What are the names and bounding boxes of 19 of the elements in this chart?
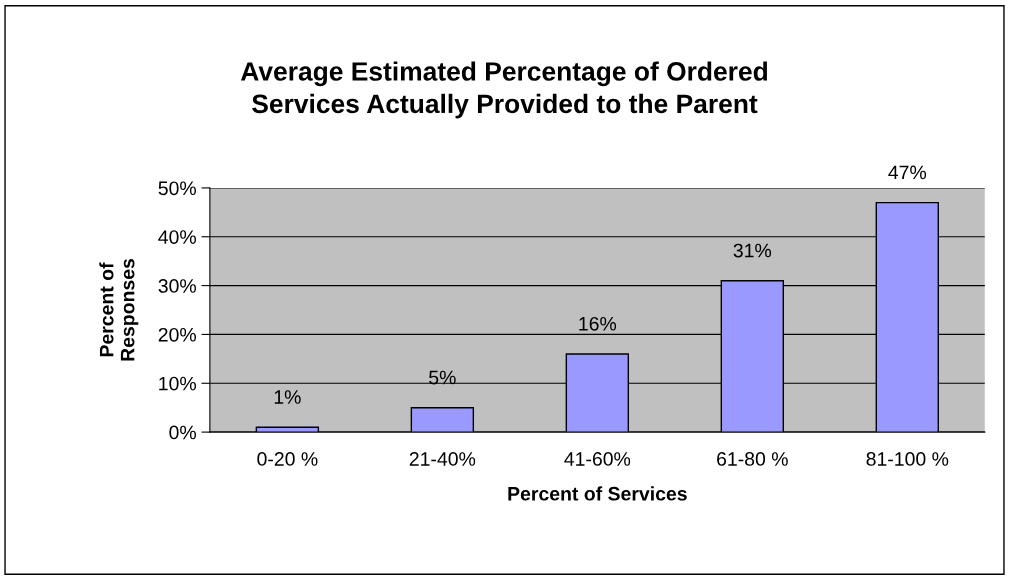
data-label: 31% — [733, 243, 772, 258]
x-axis-title: Percent of Services — [508, 486, 687, 501]
y-tick-label: 40% — [158, 230, 196, 244]
y-tick-label: 30% — [158, 279, 196, 293]
data-label: 1% — [274, 390, 301, 404]
x-tick-label: 81-100 % — [866, 452, 949, 466]
y-tick-label: 0% — [169, 425, 196, 440]
chart-title: Average Estimated Percentage of Ordered Services Actually Provided to the Parent — [240, 61, 767, 119]
x-tick-label: 61-80 % — [717, 452, 788, 466]
x-tick-label: 21-40% — [409, 452, 476, 466]
y-tick-label: 20% — [158, 327, 196, 342]
data-label: 5% — [429, 370, 456, 385]
data-label: 47% — [888, 165, 927, 180]
y-axis-title: Percent of Responses — [99, 258, 139, 361]
y-tick-label: 50% — [158, 181, 196, 196]
x-tick-label: 41-60% — [564, 452, 631, 466]
data-label: 16% — [579, 316, 617, 331]
y-tick-label: 10% — [159, 376, 196, 391]
x-tick-label: 0-20 % — [257, 452, 318, 466]
